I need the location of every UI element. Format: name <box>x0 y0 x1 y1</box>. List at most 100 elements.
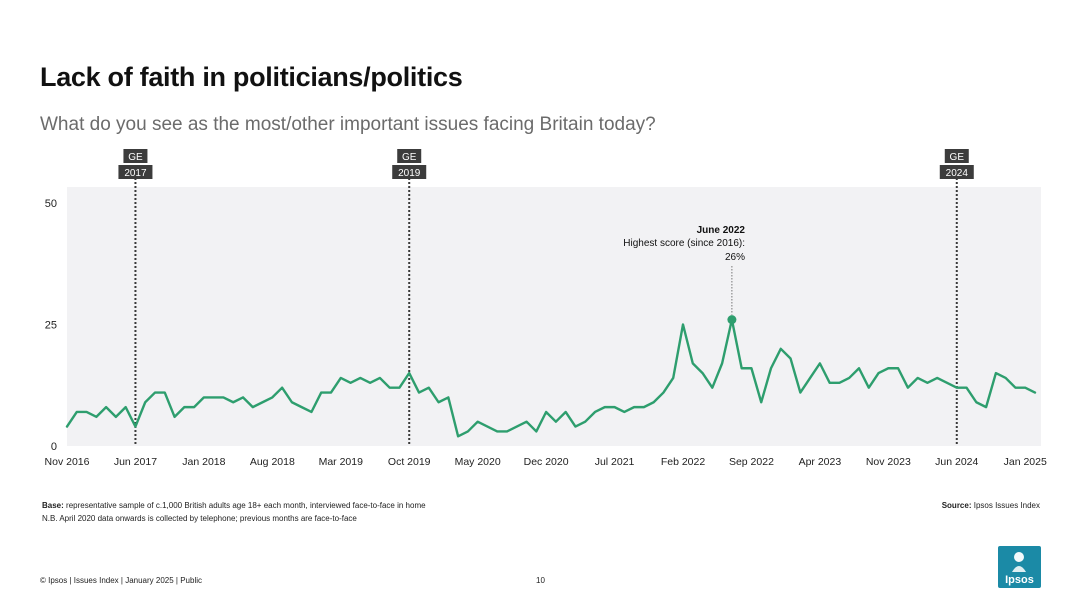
data-point <box>819 362 821 364</box>
line-chart: 0 25 50 Nov 2016 Jun 2017 Jan 2018 Aug 2018 Ma… <box>45 149 1047 468</box>
election-year-box <box>118 165 153 179</box>
peak-marker <box>727 315 737 325</box>
x-tick-label: Jul 2021 <box>595 456 635 468</box>
data-point <box>525 421 527 423</box>
data-point <box>496 430 498 432</box>
data-point <box>721 362 723 364</box>
data-point <box>467 430 469 432</box>
election-label-year: 2024 <box>946 168 969 179</box>
data-point <box>320 391 322 393</box>
annotation-title: June 2022 <box>697 225 746 236</box>
x-tick-label: Sep 2022 <box>729 456 774 468</box>
data-point <box>506 430 508 432</box>
data-point <box>124 406 126 408</box>
annotation-value: 26% <box>725 252 745 263</box>
data-point <box>95 416 97 418</box>
data-point <box>173 416 175 418</box>
page-title: Lack of faith in politicians/politics <box>40 62 463 92</box>
x-tick-label: Apr 2023 <box>799 456 842 468</box>
y-tick-label: 50 <box>45 198 57 210</box>
ipsos-logo: Ipsos <box>998 546 1041 588</box>
x-axis: Nov 2016 Jun 2017 Jan 2018 Aug 2018 Mar 2019… <box>45 456 1047 468</box>
method-note: N.B. April 2020 data onwards is collecte… <box>42 514 357 523</box>
data-point <box>134 425 136 427</box>
data-point <box>848 377 850 379</box>
base-text: representative sample of c.1,000 British… <box>66 501 426 510</box>
data-point <box>281 386 283 388</box>
data-point <box>760 401 762 403</box>
data-point <box>193 406 195 408</box>
election-year-box <box>392 165 427 179</box>
data-point <box>154 391 156 393</box>
logo-text: Ipsos <box>1005 574 1034 586</box>
data-point <box>584 421 586 423</box>
data-point <box>535 430 537 432</box>
data-point <box>76 411 78 413</box>
data-point <box>85 411 87 413</box>
data-point <box>359 377 361 379</box>
data-point <box>877 372 879 374</box>
data-point <box>809 377 811 379</box>
logo-head <box>1014 552 1024 562</box>
data-point <box>662 391 664 393</box>
data-point <box>398 386 400 388</box>
data-point <box>887 367 889 369</box>
data-point <box>408 372 410 374</box>
plot-background <box>67 187 1041 446</box>
data-point <box>643 406 645 408</box>
data-point <box>623 411 625 413</box>
data-point <box>340 377 342 379</box>
election-markers: GE 2017 GE 2019 GE 2024 <box>118 149 974 446</box>
data-point <box>652 401 654 403</box>
data-point <box>418 391 420 393</box>
data-point <box>457 435 459 437</box>
data-point <box>486 425 488 427</box>
data-point <box>564 411 566 413</box>
data-point <box>428 386 430 388</box>
x-tick-label: Dec 2020 <box>524 456 569 468</box>
data-point <box>789 357 791 359</box>
data-point <box>799 391 801 393</box>
x-tick-label: Oct 2019 <box>388 456 431 468</box>
data-point <box>388 386 390 388</box>
data-point <box>144 401 146 403</box>
data-point <box>369 382 371 384</box>
x-tick-label: Jun 2024 <box>935 456 978 468</box>
y-tick-label: 25 <box>45 320 57 332</box>
copyright-text: © Ipsos | Issues Index | January 2025 | … <box>40 576 202 585</box>
data-point <box>1004 377 1006 379</box>
data-point <box>261 401 263 403</box>
election-label-box <box>944 149 969 163</box>
data-point <box>985 406 987 408</box>
data-point <box>858 367 860 369</box>
x-tick-label: Feb 2022 <box>661 456 706 468</box>
data-point <box>271 396 273 398</box>
data-point <box>965 386 967 388</box>
data-point <box>613 406 615 408</box>
data-point <box>252 406 254 408</box>
peak-annotation: June 2022 Highest score (since 2016): 26% <box>623 225 746 325</box>
data-point <box>1034 391 1036 393</box>
data-point <box>203 396 205 398</box>
election-label-year: 2019 <box>398 168 421 179</box>
x-tick-label: Aug 2018 <box>250 456 295 468</box>
data-point <box>672 377 674 379</box>
data-point <box>682 323 684 325</box>
data-point <box>476 421 478 423</box>
election-label-top: GE <box>128 152 143 163</box>
x-tick-label: Mar 2019 <box>319 456 364 468</box>
data-point <box>770 367 772 369</box>
election-label-top: GE <box>950 152 965 163</box>
data-point <box>926 382 928 384</box>
data-point <box>956 386 958 388</box>
data-point <box>222 396 224 398</box>
base-label: Base: <box>42 501 64 510</box>
data-point <box>183 406 185 408</box>
data-point <box>447 396 449 398</box>
data-point <box>545 411 547 413</box>
data-point <box>692 362 694 364</box>
data-point <box>594 411 596 413</box>
data-point <box>1014 386 1016 388</box>
data-point <box>946 382 948 384</box>
series-line <box>65 318 1037 438</box>
